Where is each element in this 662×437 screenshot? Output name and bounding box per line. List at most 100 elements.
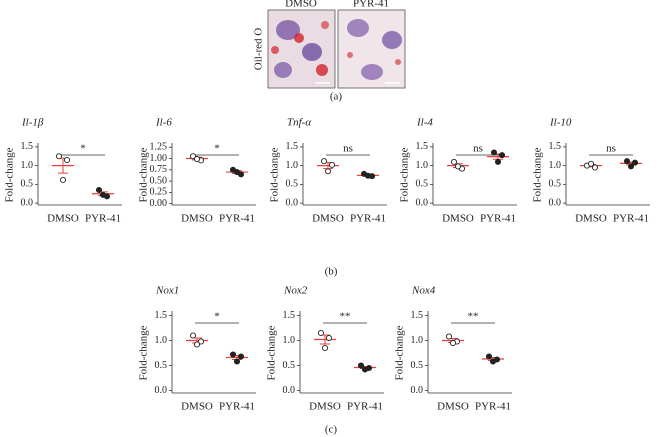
data-point — [55, 153, 63, 160]
data-point — [193, 155, 201, 163]
y-tick-label: 0.5 — [416, 179, 429, 190]
data-point — [325, 334, 333, 342]
significance-label: * — [80, 143, 86, 155]
chart-title: Tnf-α — [287, 117, 311, 129]
y-tick-label: 0.0 — [286, 197, 299, 208]
data-point — [494, 158, 502, 165]
y-axis-label: Fold-change — [138, 325, 150, 380]
x-tick-label: PYR-41 — [613, 213, 649, 225]
data-point — [489, 358, 497, 365]
y-axis-label: Fold-change — [138, 147, 150, 202]
data-point — [63, 156, 71, 164]
y-tick-label: 1.25 — [150, 142, 168, 153]
data-point — [237, 353, 245, 360]
data-point — [99, 191, 107, 198]
y-tick-label: 1.5 — [549, 141, 562, 152]
y-tick-label: 0.5 — [283, 360, 296, 371]
data-point — [233, 169, 241, 176]
cell — [361, 64, 383, 80]
data-point — [328, 161, 336, 168]
cell — [276, 20, 300, 40]
y-tick-label: 0.5 — [549, 179, 562, 190]
cell — [274, 62, 292, 78]
x-tick-label: PYR-41 — [480, 213, 516, 225]
image-label: PYR-41 — [353, 0, 389, 10]
panel-label: (a) — [330, 91, 343, 103]
y-axis-label: Fold-change — [266, 325, 278, 380]
data-point — [627, 163, 635, 170]
image-label: DMSO — [285, 0, 317, 10]
x-tick-label: DMSO — [181, 213, 213, 225]
lipid — [316, 64, 328, 76]
y-tick-label: 1.00 — [150, 153, 168, 164]
data-point — [498, 152, 506, 159]
chart-title: Il-1β — [21, 117, 44, 129]
y-tick-label: 1.0 — [21, 160, 34, 171]
data-point — [229, 351, 237, 358]
data-point — [317, 329, 325, 337]
data-point — [189, 332, 197, 339]
y-tick-label: 0.75 — [150, 164, 168, 175]
data-point — [357, 362, 365, 369]
y-axis-label: Fold-change — [394, 325, 406, 380]
lipid — [321, 21, 329, 29]
data-point — [591, 164, 599, 171]
y-axis-label: Fold-change — [399, 147, 411, 202]
data-point — [320, 158, 328, 165]
data-point — [490, 149, 498, 156]
x-tick-label: DMSO — [181, 401, 213, 413]
significance-label: ** — [340, 311, 351, 323]
cell — [382, 31, 402, 49]
data-point — [59, 176, 67, 183]
lipid — [347, 52, 353, 58]
y-tick-label: 0.00 — [150, 198, 168, 209]
y-tick-label: 0.5 — [286, 179, 299, 190]
x-tick-label: PYR-41 — [85, 213, 121, 225]
y-tick-label: 0.50 — [150, 175, 168, 186]
y-tick-label: 1.0 — [286, 160, 299, 171]
chart-title: Nox1 — [155, 285, 179, 297]
y-tick-label: 0.0 — [283, 385, 296, 396]
significance-label: ns — [473, 143, 483, 155]
y-tick-label: 0.5 — [155, 360, 168, 371]
x-tick-label: DMSO — [442, 213, 474, 225]
y-axis-label: Fold-change — [4, 147, 16, 202]
y-tick-label: 1.0 — [416, 160, 429, 171]
y-tick-label: 1.5 — [411, 310, 424, 321]
data-point — [233, 358, 241, 365]
micrograph-panel: DMSO PYR-41 Oil-red O — [253, 0, 406, 89]
significance-label: * — [214, 311, 220, 323]
data-point — [324, 168, 332, 175]
x-tick-label: PYR-41 — [347, 401, 383, 413]
x-tick-label: PYR-41 — [219, 213, 255, 225]
chart-title: Il-4 — [416, 117, 433, 129]
data-point — [454, 163, 462, 170]
data-point — [445, 333, 453, 340]
data-point — [361, 366, 369, 373]
significance-label: ns — [606, 143, 616, 155]
y-tick-label: 1.5 — [155, 310, 168, 321]
x-tick-label: PYR-41 — [350, 213, 386, 225]
panel-label: (b) — [325, 266, 338, 278]
y-tick-label: 1.0 — [283, 335, 296, 346]
y-tick-label: 0.0 — [21, 197, 34, 208]
y-tick-label: 0.5 — [21, 179, 34, 190]
data-point — [485, 353, 493, 360]
data-point — [193, 341, 201, 348]
significance-label: ** — [468, 311, 479, 323]
data-point — [631, 159, 639, 166]
data-point — [587, 160, 595, 167]
y-tick-label: 0.5 — [411, 360, 424, 371]
y-tick-label: 0.0 — [411, 385, 424, 396]
y-tick-label: 1.0 — [549, 160, 562, 171]
x-tick-label: PYR-41 — [219, 401, 255, 413]
y-tick-label: 0.0 — [416, 197, 429, 208]
chart-title: Nox2 — [283, 285, 308, 297]
lipid — [395, 59, 401, 65]
y-tick-label: 1.5 — [21, 141, 34, 152]
data-point — [623, 158, 631, 165]
x-tick-label: DMSO — [312, 213, 344, 225]
panel-label: (c) — [325, 424, 338, 436]
y-axis-label: Fold-change — [269, 147, 281, 202]
